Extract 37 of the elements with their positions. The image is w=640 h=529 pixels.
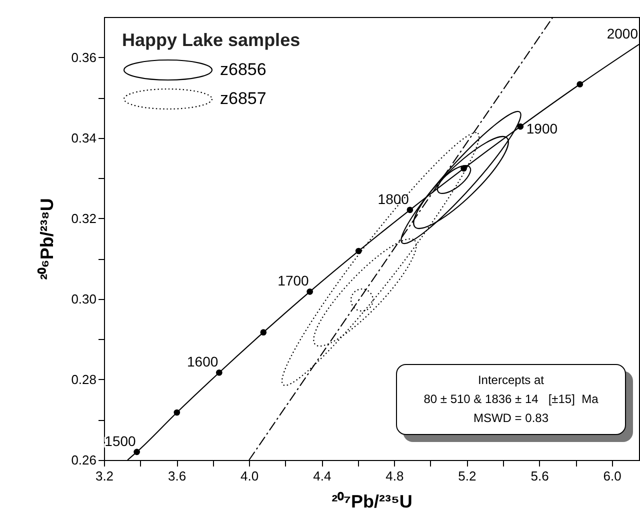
point: [406, 206, 414, 214]
x-axis-title: ²⁰⁷Pb/²³⁵U: [332, 492, 412, 512]
y-tick-label: 0.26: [71, 452, 96, 468]
annotation: Intercepts at: [476, 372, 546, 389]
point: [306, 288, 313, 295]
y-axis-title: ²⁰⁶Pb/²³⁸U: [37, 198, 58, 280]
x-tick-label: 4.4: [313, 468, 332, 484]
x-tick-label: 3.2: [95, 468, 114, 484]
x-tick-label: 5.6: [530, 468, 549, 484]
annotation: Happy Lake samples: [122, 30, 300, 51]
y-tick-label: 0.32: [71, 210, 96, 226]
point: [576, 81, 584, 88]
annotation: z6857: [220, 88, 266, 108]
point: [174, 409, 180, 416]
annotation: MSWD = 0.83: [472, 410, 550, 427]
x-tick-label: 5.2: [458, 468, 476, 484]
point: [260, 329, 267, 336]
x-tick-label: 4.8: [386, 468, 404, 484]
y-tick-label: 0.34: [71, 130, 96, 146]
annotation: z6856: [220, 60, 266, 80]
annotation: 1500: [104, 432, 136, 449]
y-tick-label: 0.28: [71, 372, 96, 387]
annotation: 1900: [526, 120, 558, 137]
x-tick-label: 6.0: [603, 468, 622, 484]
annotation: 1600: [187, 354, 218, 370]
annotation: 1700: [278, 272, 310, 289]
point: [134, 448, 140, 456]
y-tick-label: 0.36: [71, 50, 96, 65]
annotation: 2000: [606, 25, 638, 42]
x-tick-label: 3.6: [168, 468, 186, 484]
point: [517, 123, 524, 130]
point: [216, 369, 222, 376]
point: [355, 248, 362, 254]
x-tick-label: 4.0: [240, 468, 259, 484]
annotation: 80 ± 510 & 1836 ± 14 [±15] Ma: [422, 391, 600, 408]
annotation: 1800: [378, 190, 410, 207]
y-tick-label: 0.30: [71, 291, 96, 306]
